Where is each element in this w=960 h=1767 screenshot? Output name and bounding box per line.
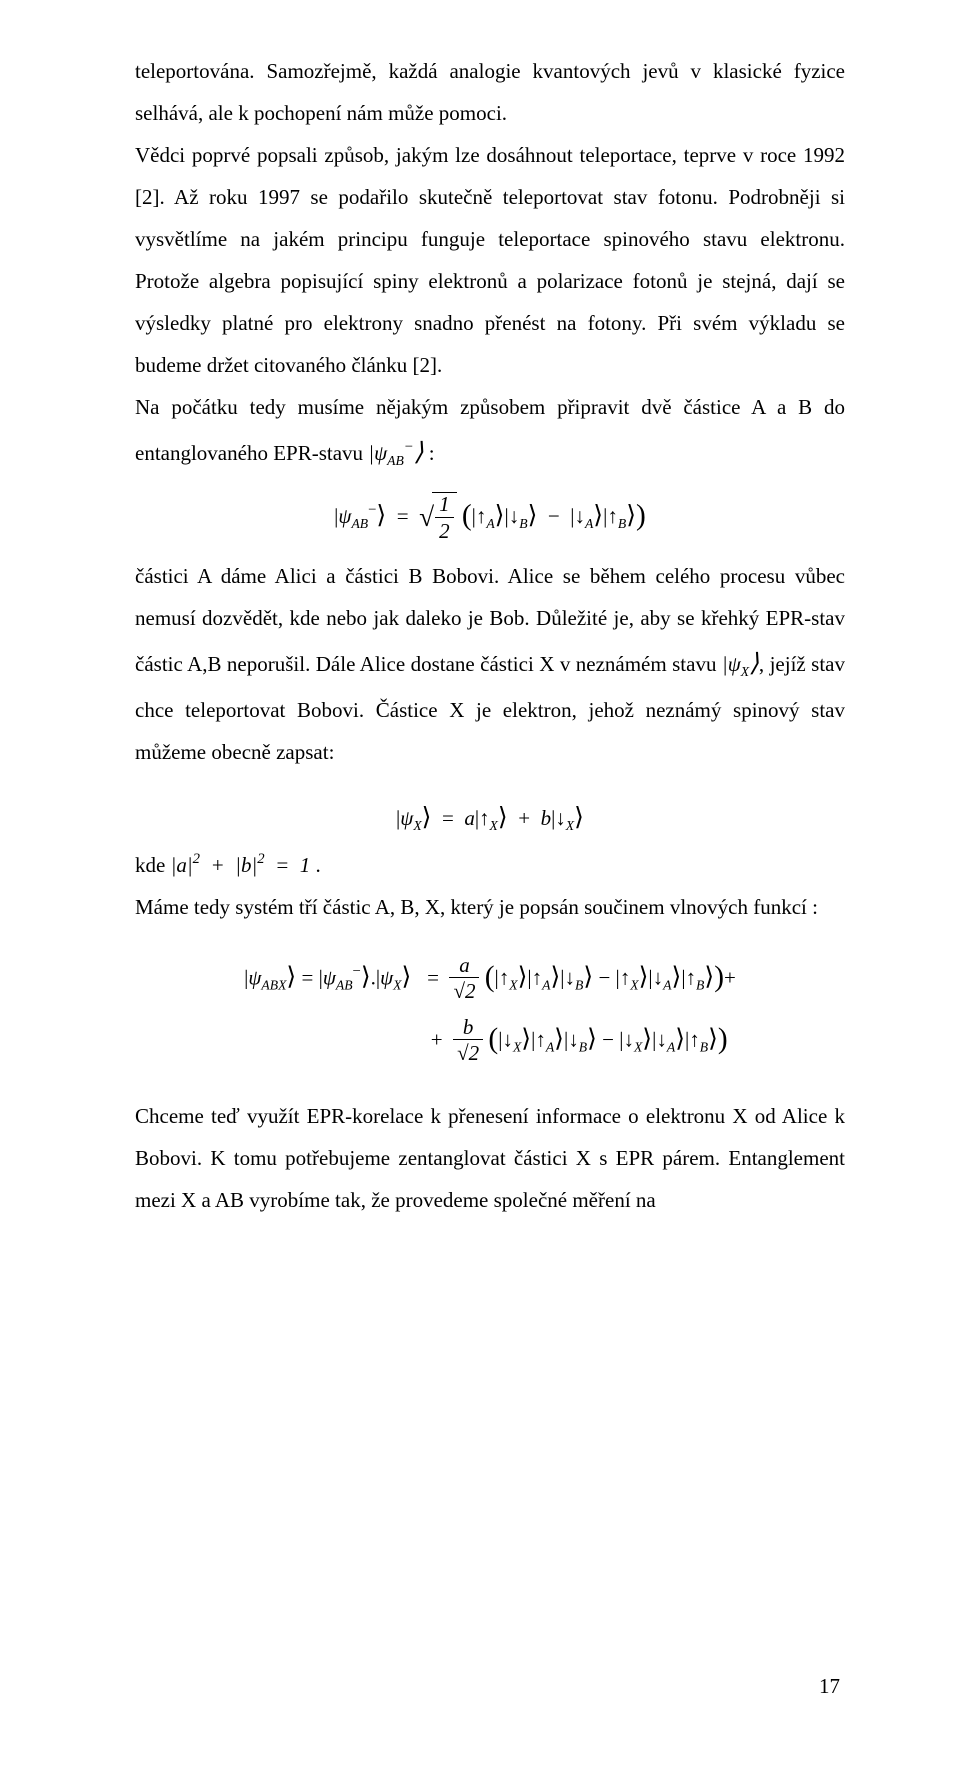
equation-psi-ab: |ψAB−⟩ = √12 (|↑A⟩|↓B⟩ − |↓A⟩|↑B⟩) [135,492,845,544]
paragraph-2: Vědci poprvé popsali způsob, jakým lze d… [135,134,845,386]
p3-text-a: Na počátku tedy musíme nějakým způsobem … [135,395,845,465]
document-page: teleportována. Samozřejmě, každá analogi… [0,0,960,1767]
paragraph-5: kde |a|2 + |b|2 = 1 . [135,844,845,886]
paragraph-3: Na počátku tedy musíme nějakým způsobem … [135,386,845,478]
paragraph-4: částici A dáme Alici a částici B Bobovi.… [135,555,845,773]
inline-norm-condition: |a|2 + |b|2 = 1 [171,853,311,877]
equation-psi-abx-line1: |ψABX⟩ = |ψAB−⟩.|ψX⟩ = a√2 (|↑X⟩|↑A⟩|↓B⟩… [135,954,845,1005]
paragraph-7: Chceme teď využít EPR-korelace k přenese… [135,1095,845,1221]
paragraph-1: teleportována. Samozřejmě, každá analogi… [135,50,845,134]
p3-text-b: : [424,441,435,465]
p5-text-a: kde [135,853,171,877]
equation-psi-x: |ψX⟩ = a|↑X⟩ + b|↓X⟩ [135,803,845,834]
inline-psi-ab-minus: |ψAB−⟩ [368,441,423,465]
page-number: 17 [819,1665,840,1707]
paragraph-6: Máme tedy systém tří částic A, B, X, kte… [135,886,845,928]
equation-psi-abx-line2: + b√2 (|↓X⟩|↑A⟩|↓B⟩ − |↓X⟩|↓A⟩|↑B⟩) [135,1016,845,1067]
p5-text-b: . [310,853,321,877]
inline-psi-x: |ψX⟩ [722,652,759,676]
